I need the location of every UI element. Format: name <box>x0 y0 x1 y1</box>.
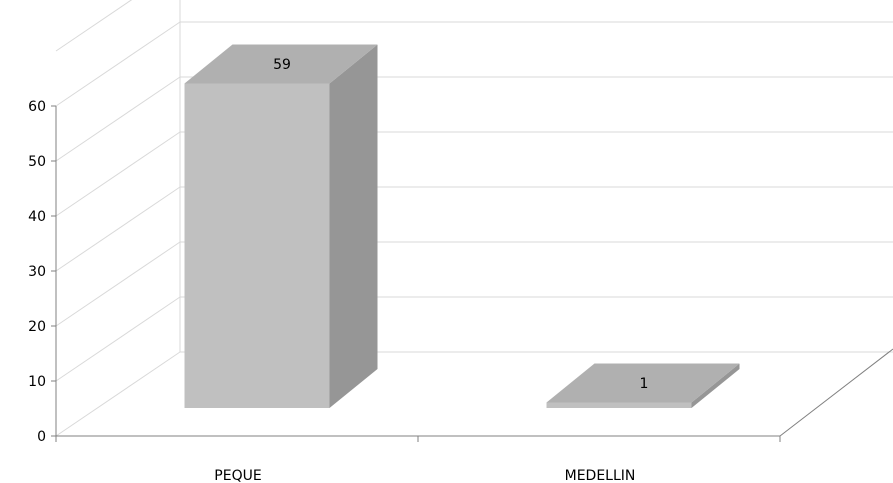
x-category-label: MEDELLIN <box>565 468 636 483</box>
axes <box>51 105 893 442</box>
bar-front-face <box>184 83 330 408</box>
x-axis-category-labels: PEQUE MEDELLIN <box>214 468 635 483</box>
bar-data-label: 59 <box>273 57 291 73</box>
bar-data-label: 1 <box>640 376 649 392</box>
y-tick-label: 10 <box>28 374 46 390</box>
y-tick-label: 60 <box>28 99 46 115</box>
side-wall-gridline <box>55 21 181 107</box>
side-wall-gridline <box>55 0 133 52</box>
y-tick-label: 0 <box>37 429 46 445</box>
y-tick-label: 40 <box>28 209 46 225</box>
side-wall-gridline <box>55 296 181 382</box>
bar-top-face <box>184 44 378 84</box>
bars: 59 1 <box>184 44 740 408</box>
gridlines <box>55 0 893 437</box>
bar-side-face <box>329 44 378 408</box>
side-wall-gridline <box>55 241 181 327</box>
side-wall-gridline <box>55 351 181 437</box>
y-axis-tick-labels: 0 10 20 30 40 50 60 <box>28 99 46 445</box>
side-wall-gridline <box>55 131 181 217</box>
y-tick-label: 50 <box>28 154 46 170</box>
y-tick-label: 30 <box>28 264 46 280</box>
side-wall-gridline <box>55 186 181 272</box>
bar-top-face <box>546 363 740 403</box>
floor-right-edge <box>779 348 893 437</box>
y-tick-label: 20 <box>28 319 46 335</box>
bar-side-face <box>691 363 740 408</box>
bar-front-face <box>546 402 692 408</box>
side-wall-gridline <box>55 76 181 162</box>
x-category-label: PEQUE <box>214 468 261 483</box>
